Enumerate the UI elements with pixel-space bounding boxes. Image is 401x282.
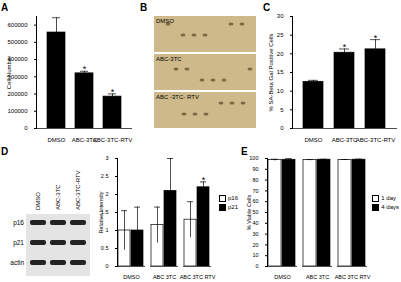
svg-text:ABC 3TC: ABC 3TC [306, 274, 329, 280]
svg-text:*: * [202, 175, 206, 185]
html-text:1 day: 1 day [381, 195, 396, 201]
svg-text:DMSO: DMSO [274, 274, 291, 280]
html-text:p21: p21 [228, 204, 238, 210]
html-text:p16: p16 [228, 195, 238, 201]
svg-text:60: 60 [252, 198, 258, 204]
svg-text:ABC-3TC: ABC-3TC [55, 184, 61, 210]
svg-text:p16: p16 [13, 219, 24, 227]
svg-text:ABC-3TC-RTV: ABC-3TC-RTV [93, 137, 133, 142]
svg-text:% SA-Beta Gal Positive Cells: % SA-Beta Gal Positive Cells [268, 33, 274, 111]
svg-text:ABC 3TC: ABC 3TC [153, 274, 176, 280]
svg-text:20: 20 [277, 51, 284, 57]
svg-text:1: 1 [105, 227, 108, 233]
svg-text:3: 3 [105, 155, 108, 161]
svg-text:*: * [374, 33, 378, 43]
svg-text:*: * [111, 87, 115, 97]
html-text:B: B [140, 2, 148, 13]
svg-text:DMSO: DMSO [156, 18, 174, 24]
svg-text:200000: 200000 [7, 91, 28, 97]
svg-text:*: * [83, 64, 87, 74]
svg-text:100000: 100000 [7, 108, 28, 114]
svg-text:15: 15 [277, 69, 284, 75]
svg-text:0: 0 [105, 263, 108, 269]
svg-text:0: 0 [24, 125, 28, 131]
svg-text:Relative Intensity: Relative Intensity [98, 191, 104, 233]
svg-text:ABC-3TC-RTV: ABC-3TC-RTV [75, 170, 81, 210]
svg-text:1.5: 1.5 [100, 209, 109, 216]
html-text:C: C [263, 2, 271, 13]
svg-text:2.5: 2.5 [101, 173, 109, 179]
svg-text:p21: p21 [13, 239, 24, 247]
html-text:A: A [1, 2, 9, 13]
svg-text:80: 80 [252, 177, 258, 183]
svg-text:300000: 300000 [7, 73, 28, 80]
svg-text:400000: 400000 [7, 56, 28, 63]
svg-text:actin: actin [10, 259, 24, 266]
svg-text:10: 10 [252, 252, 258, 258]
svg-text:25: 25 [277, 32, 284, 38]
svg-text:ABC-3TC: ABC-3TC [71, 136, 98, 143]
svg-text:2: 2 [105, 191, 108, 197]
svg-text:DMSO: DMSO [305, 137, 323, 142]
svg-text:30: 30 [277, 13, 284, 19]
svg-text:DMSO: DMSO [35, 192, 41, 210]
svg-text:DMSO: DMSO [48, 137, 66, 142]
html-text:D: D [1, 146, 9, 157]
svg-text:100: 100 [249, 155, 258, 161]
svg-text:70: 70 [252, 188, 258, 194]
svg-text:50: 50 [252, 209, 258, 215]
svg-text:500000: 500000 [7, 39, 28, 45]
svg-text:600000: 600000 [7, 22, 28, 28]
svg-text:DMSO: DMSO [123, 274, 140, 280]
svg-text:ABC-3TC: ABC-3TC [332, 137, 358, 142]
svg-text:10: 10 [277, 88, 284, 94]
svg-text:*: * [343, 42, 347, 52]
svg-text:ABC -3TC- RTV: ABC -3TC- RTV [156, 94, 199, 100]
svg-text:0: 0 [280, 125, 284, 131]
svg-text:30: 30 [252, 231, 258, 237]
svg-text:Cell Number: Cell Number [6, 56, 12, 89]
svg-text:ABC 3TC RTV: ABC 3TC RTV [335, 274, 371, 280]
svg-text:% Viable Cells: % Viable Cells [246, 195, 252, 231]
svg-text:90: 90 [252, 166, 258, 172]
svg-text:0.5: 0.5 [101, 245, 109, 251]
html-text:E: E [241, 146, 248, 157]
svg-text:ABC 3TC RTV: ABC 3TC RTV [180, 274, 216, 280]
svg-text:ABC-3TC-RTV: ABC-3TC-RTV [356, 137, 396, 142]
svg-text:5: 5 [280, 107, 284, 113]
svg-text:40: 40 [252, 220, 258, 226]
svg-text:0: 0 [255, 263, 258, 269]
html-text:4 days: 4 days [381, 204, 399, 210]
svg-text:ABC-3TC: ABC-3TC [156, 56, 182, 62]
svg-text:20: 20 [252, 242, 258, 248]
